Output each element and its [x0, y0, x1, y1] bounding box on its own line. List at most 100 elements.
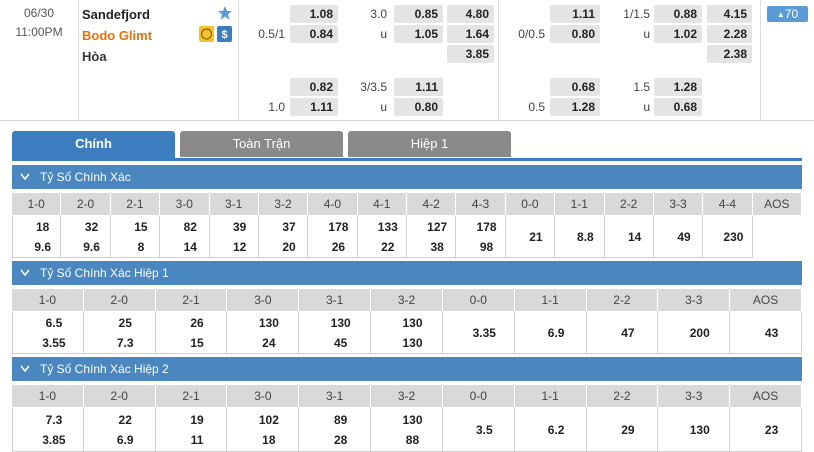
- odds-cell[interactable]: 29: [586, 408, 659, 452]
- odds-value[interactable]: 0.82: [290, 78, 338, 96]
- odds-value: 45: [333, 335, 348, 350]
- odds-cell[interactable]: 19 11: [155, 408, 228, 452]
- odds-cell[interactable]: 89 28: [299, 408, 372, 452]
- score-header: 1-0: [12, 289, 84, 311]
- odds-value[interactable]: 0.80: [550, 25, 600, 43]
- odds-value: 130: [402, 412, 423, 427]
- odds-cell[interactable]: 102 18: [227, 408, 300, 452]
- odds-cell[interactable]: 3.5: [442, 408, 515, 452]
- odds-value[interactable]: 1.28: [654, 78, 702, 96]
- odds-value[interactable]: 4.80: [447, 5, 494, 23]
- odds-value[interactable]: 1.11: [290, 98, 338, 116]
- odds-value: 22: [381, 239, 395, 254]
- score-header: 1-1: [514, 385, 587, 407]
- more-count: 70: [784, 7, 799, 21]
- score-header: 2-2: [586, 289, 659, 311]
- odds-cell[interactable]: 178 98: [456, 216, 506, 258]
- odds-line: 1.5: [633, 80, 650, 94]
- section-header[interactable]: Tỷ Số Chính Xác Hiệp 2: [12, 357, 802, 381]
- odds-cell[interactable]: 26 15: [155, 312, 228, 354]
- odds-value[interactable]: 1.28: [550, 98, 600, 116]
- odds-value[interactable]: 1.05: [394, 25, 443, 43]
- score-header: 3-0: [227, 289, 300, 311]
- odds-cell[interactable]: 37 20: [258, 216, 309, 258]
- section-header[interactable]: Tỷ Số Chính Xác: [12, 165, 802, 189]
- odds-line: 0.5: [528, 100, 545, 114]
- odds-cell[interactable]: 21: [505, 216, 556, 258]
- odds-value[interactable]: 2.38: [707, 45, 752, 63]
- section-header[interactable]: Tỷ Số Chính Xác Hiệp 1: [12, 261, 802, 285]
- more-button[interactable]: ▲70: [767, 6, 808, 22]
- away-team: Bodo Glimt: [82, 28, 153, 43]
- odds-cell[interactable]: 15 8: [110, 216, 161, 258]
- odds-value[interactable]: 0.68: [654, 98, 702, 116]
- odds-cell[interactable]: 133 22: [357, 216, 407, 258]
- odds-cell[interactable]: 130: [658, 408, 731, 452]
- odds-cell[interactable]: 22 6.9: [83, 408, 156, 452]
- tab[interactable]: Chính: [12, 131, 175, 159]
- odds-value: 3.35: [472, 325, 496, 340]
- score-header: 1-1: [555, 193, 605, 215]
- odds-cell[interactable]: 49: [653, 216, 704, 258]
- score-header: 2-1: [155, 289, 228, 311]
- odds-cell[interactable]: 130 130: [371, 312, 443, 354]
- odds-value[interactable]: 2.28: [707, 25, 752, 43]
- tab[interactable]: Toàn Trận: [180, 131, 343, 157]
- odds-cell[interactable]: 6.9: [514, 312, 587, 354]
- tab[interactable]: Hiệp 1: [348, 131, 511, 157]
- odds-value[interactable]: 0.68: [550, 78, 600, 96]
- odds-cell[interactable]: 130 88: [371, 408, 443, 452]
- odds-cell[interactable]: 130 45: [299, 312, 372, 354]
- score-header: 0-0: [442, 289, 515, 311]
- odds-cell[interactable]: 47: [586, 312, 659, 354]
- score-header: 3-1: [299, 289, 372, 311]
- odds-cell[interactable]: 14: [604, 216, 654, 258]
- odds-cell[interactable]: 7.3 3.85: [12, 408, 84, 452]
- odds-cell[interactable]: 127 38: [407, 216, 457, 258]
- odds-value[interactable]: 0.80: [394, 98, 443, 116]
- score-header: 2-0: [83, 385, 156, 407]
- odds-value[interactable]: 1.02: [654, 25, 702, 43]
- odds-cell[interactable]: 130 24: [227, 312, 300, 354]
- odds-cell[interactable]: 230: [703, 216, 753, 258]
- odds-value[interactable]: 1.08: [290, 5, 338, 23]
- odds-value[interactable]: 4.15: [707, 5, 752, 23]
- home-team: Sandefjord: [82, 7, 150, 22]
- odds-value[interactable]: 1.64: [447, 25, 494, 43]
- odds-value[interactable]: 3.85: [447, 45, 494, 63]
- odds-value[interactable]: 1.11: [394, 78, 443, 96]
- odds-value: 14: [183, 239, 197, 254]
- odds-line: 1.0: [268, 100, 285, 114]
- odds-cell[interactable]: 3.35: [442, 312, 515, 354]
- odds-cell[interactable]: 6.2: [514, 408, 587, 452]
- odds-line: u: [643, 27, 650, 41]
- odds-cell[interactable]: 18 9.6: [12, 216, 62, 258]
- odds-value[interactable]: 0.88: [654, 5, 702, 23]
- odds-cell[interactable]: 6.5 3.55: [12, 312, 84, 354]
- divider: [238, 0, 239, 121]
- odds-value: 230: [723, 229, 744, 244]
- odds-cell[interactable]: 32 9.6: [61, 216, 111, 258]
- odds-value[interactable]: 0.84: [290, 25, 338, 43]
- badges: $: [199, 26, 232, 42]
- score-header: AOS: [752, 193, 802, 215]
- odds-value: 3.5: [475, 422, 493, 437]
- chevron: [20, 365, 30, 373]
- odds-cell[interactable]: 200: [658, 312, 731, 354]
- odds-cell[interactable]: 82 14: [160, 216, 210, 258]
- odds-value: 133: [377, 219, 398, 234]
- odds-value: 37: [282, 219, 296, 234]
- favorite-star[interactable]: [217, 5, 233, 21]
- score-header: 3-3: [653, 193, 704, 215]
- odds-cell[interactable]: 23: [730, 408, 802, 452]
- score-header: 2-0: [61, 193, 111, 215]
- odds-cell[interactable]: 178 26: [308, 216, 358, 258]
- odds-cell[interactable]: 25 7.3: [83, 312, 156, 354]
- odds-value: 6.9: [116, 432, 134, 447]
- odds-cell[interactable]: 39 12: [209, 216, 259, 258]
- score-header: 2-0: [83, 289, 156, 311]
- odds-value[interactable]: 1.11: [550, 5, 600, 23]
- odds-cell[interactable]: 43: [730, 312, 802, 354]
- odds-cell[interactable]: 8.8: [555, 216, 605, 258]
- odds-value[interactable]: 0.85: [394, 5, 443, 23]
